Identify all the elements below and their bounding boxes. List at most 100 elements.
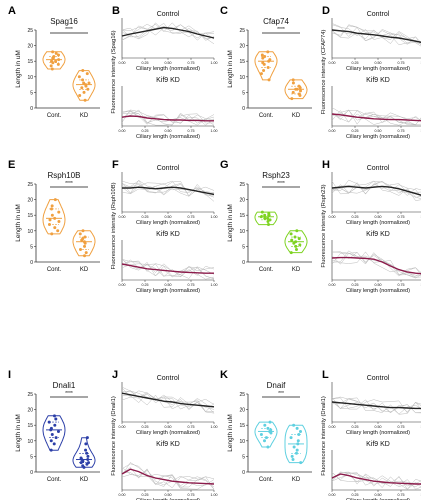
- data-point: [81, 78, 85, 82]
- panel-letter: L: [322, 369, 329, 381]
- violin-cont: [42, 415, 66, 451]
- x-tick-label: 0.25: [352, 215, 359, 219]
- data-point: [57, 58, 61, 62]
- x-tick-label: 0.50: [165, 61, 172, 65]
- data-point: [298, 89, 302, 93]
- trace-line: [331, 110, 421, 124]
- panel-letter: H: [322, 159, 330, 171]
- trace-line: [121, 24, 215, 41]
- data-point: [294, 87, 298, 91]
- significance-label: ****: [277, 181, 285, 187]
- data-point: [53, 226, 57, 230]
- data-point: [267, 212, 271, 216]
- bottom-mean-line: [331, 473, 421, 485]
- x-tick-label: 0.00: [119, 215, 126, 219]
- data-point: [56, 229, 60, 233]
- y-tick-label: 0: [30, 260, 33, 266]
- panel-letter: F: [112, 159, 119, 171]
- data-point: [259, 72, 263, 76]
- x-axis-label: Ciliary length (normalized): [346, 430, 410, 436]
- data-point: [78, 248, 82, 252]
- data-point: [50, 232, 54, 236]
- x-tick-label: KD: [80, 267, 89, 273]
- panel-letter: C: [220, 5, 228, 17]
- data-point: [294, 240, 298, 244]
- trace-line: [331, 23, 421, 45]
- trace-line: [121, 180, 215, 202]
- trace-line: [331, 29, 421, 47]
- data-point: [54, 436, 58, 440]
- x-tick-label: 0.25: [352, 61, 359, 65]
- data-point: [83, 244, 87, 248]
- trace-line: [121, 386, 215, 413]
- y-tick-label: 15: [27, 59, 33, 65]
- x-tick-label: 0.00: [329, 493, 336, 497]
- y-tick-label: 5: [30, 90, 33, 96]
- x-tick-label: 0.25: [352, 283, 359, 287]
- trace-line: [331, 109, 421, 125]
- data-point: [291, 458, 295, 462]
- data-point: [268, 218, 272, 222]
- significance-label: ****: [65, 181, 73, 187]
- data-point: [268, 58, 272, 62]
- x-tick-label: 0.00: [119, 61, 126, 65]
- panel-letter: K: [220, 369, 228, 381]
- violin-cont: [254, 421, 278, 448]
- x-tick-label: Cont.: [259, 477, 274, 483]
- y-tick-label: 20: [239, 198, 245, 204]
- x-tick-label: 0.75: [188, 61, 195, 65]
- data-point: [294, 451, 298, 455]
- trace-line: [331, 180, 421, 199]
- x-tick-label: 1.00: [211, 283, 218, 287]
- data-point: [79, 456, 83, 460]
- y-tick-label: 25: [239, 392, 245, 398]
- trace-line: [121, 111, 215, 126]
- top-mean-line: [331, 29, 421, 43]
- data-point: [56, 429, 60, 433]
- x-axis-label: Ciliary length (normalized): [346, 498, 410, 500]
- x-tick-label: KD: [292, 477, 301, 483]
- x-tick-label: Cont.: [47, 477, 62, 483]
- x-tick-label: 0.75: [188, 493, 195, 497]
- violin-kd: [72, 70, 96, 101]
- x-tick-label: 0.00: [119, 283, 126, 287]
- data-point: [54, 51, 58, 55]
- trace-line: [121, 113, 215, 124]
- trace-line: [331, 252, 421, 278]
- trace-line: [121, 468, 215, 488]
- y-tick-label: 5: [242, 454, 245, 460]
- x-tick-label: 0.00: [329, 129, 336, 133]
- trace-line: [331, 180, 421, 201]
- trace-line: [121, 467, 215, 489]
- bottom-mean-line: [121, 115, 214, 122]
- x-axis-label: Ciliary length (normalized): [136, 430, 200, 436]
- panel-letter: A: [8, 5, 16, 17]
- x-tick-label: 1.00: [211, 493, 218, 497]
- y-axis-label: Length in uM: [15, 204, 22, 242]
- y-tick-label: 0: [242, 260, 245, 266]
- data-point: [50, 433, 54, 437]
- data-point: [50, 67, 54, 71]
- x-tick-label: 1.00: [211, 425, 218, 429]
- y-axis-label: Fluorescence intensity (Spag16): [111, 30, 117, 113]
- significance-label: ****: [277, 27, 285, 33]
- x-tick-label: 0.50: [375, 215, 382, 219]
- x-axis-label: Ciliary length (normalized): [136, 66, 200, 72]
- x-tick-label: 0.75: [398, 425, 405, 429]
- data-point: [53, 216, 57, 220]
- x-tick-label: 0.25: [352, 493, 359, 497]
- data-point: [83, 235, 87, 239]
- data-point: [260, 210, 264, 214]
- data-point: [56, 62, 60, 66]
- data-point: [293, 235, 297, 239]
- x-tick-label: 0.25: [352, 425, 359, 429]
- data-point: [50, 59, 54, 63]
- bottom-mean-line: [121, 263, 214, 274]
- x-tick-label: 1.00: [211, 129, 218, 133]
- data-point: [52, 442, 56, 446]
- x-tick-label: 0.75: [398, 215, 405, 219]
- y-axis-label: Length in uM: [227, 414, 234, 452]
- data-point: [263, 55, 267, 59]
- data-point: [85, 451, 89, 455]
